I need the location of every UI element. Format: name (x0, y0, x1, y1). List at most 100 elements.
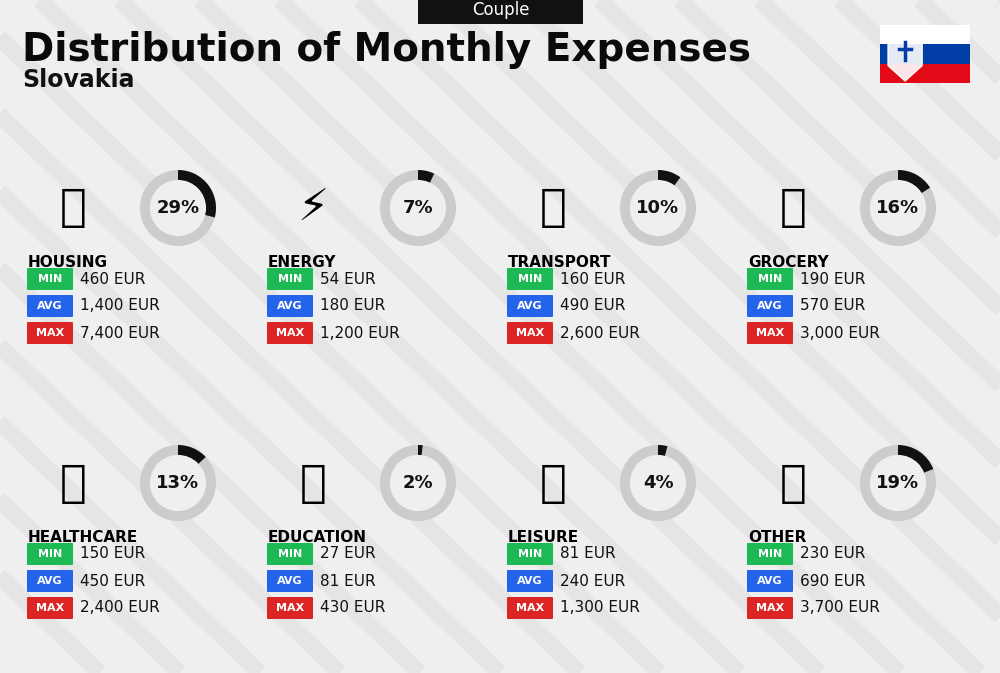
FancyBboxPatch shape (747, 597, 793, 619)
FancyBboxPatch shape (747, 295, 793, 317)
Text: 1,200 EUR: 1,200 EUR (320, 326, 400, 341)
Text: 3,700 EUR: 3,700 EUR (800, 600, 880, 616)
Text: 3,000 EUR: 3,000 EUR (800, 326, 880, 341)
FancyBboxPatch shape (27, 268, 73, 290)
Text: Couple: Couple (472, 1, 529, 19)
Text: MAX: MAX (516, 603, 544, 613)
Text: AVG: AVG (277, 301, 303, 311)
FancyBboxPatch shape (507, 597, 553, 619)
Wedge shape (418, 445, 423, 456)
FancyBboxPatch shape (267, 268, 313, 290)
Circle shape (391, 456, 445, 510)
FancyBboxPatch shape (507, 268, 553, 290)
Text: 430 EUR: 430 EUR (320, 600, 385, 616)
Text: GROCERY: GROCERY (748, 255, 829, 270)
Text: 19%: 19% (876, 474, 920, 492)
FancyBboxPatch shape (747, 570, 793, 592)
Circle shape (631, 456, 685, 510)
FancyBboxPatch shape (27, 295, 73, 317)
Text: 🛒: 🛒 (780, 186, 806, 229)
Circle shape (871, 180, 925, 236)
Text: MAX: MAX (276, 603, 304, 613)
Text: HEALTHCARE: HEALTHCARE (28, 530, 138, 545)
Wedge shape (178, 170, 216, 217)
Text: AVG: AVG (517, 301, 543, 311)
Text: MAX: MAX (756, 328, 784, 338)
Text: MAX: MAX (756, 603, 784, 613)
FancyBboxPatch shape (507, 570, 553, 592)
Wedge shape (380, 170, 456, 246)
Circle shape (631, 180, 685, 236)
FancyBboxPatch shape (418, 0, 583, 24)
Text: 2%: 2% (403, 474, 433, 492)
FancyBboxPatch shape (27, 543, 73, 565)
Text: 450 EUR: 450 EUR (80, 573, 145, 588)
Text: 54 EUR: 54 EUR (320, 271, 376, 287)
Text: 81 EUR: 81 EUR (560, 546, 616, 561)
Wedge shape (140, 170, 216, 246)
Text: 29%: 29% (156, 199, 200, 217)
Text: 🏢: 🏢 (60, 186, 86, 229)
Text: Distribution of Monthly Expenses: Distribution of Monthly Expenses (22, 31, 751, 69)
Text: MIN: MIN (278, 549, 302, 559)
Circle shape (871, 456, 925, 510)
FancyBboxPatch shape (747, 543, 793, 565)
Text: ENERGY: ENERGY (268, 255, 336, 270)
Text: MAX: MAX (36, 603, 64, 613)
Wedge shape (898, 445, 933, 473)
FancyBboxPatch shape (267, 570, 313, 592)
Text: 27 EUR: 27 EUR (320, 546, 376, 561)
Text: MIN: MIN (518, 274, 542, 284)
Text: 2,400 EUR: 2,400 EUR (80, 600, 160, 616)
FancyBboxPatch shape (747, 322, 793, 344)
Text: MIN: MIN (38, 274, 62, 284)
Text: 1,400 EUR: 1,400 EUR (80, 299, 160, 314)
Wedge shape (620, 445, 696, 521)
Wedge shape (380, 445, 456, 521)
Text: AVG: AVG (277, 576, 303, 586)
Text: 13%: 13% (156, 474, 200, 492)
Text: 🚌: 🚌 (540, 186, 566, 229)
Text: 💗: 💗 (60, 462, 86, 505)
Text: 460 EUR: 460 EUR (80, 271, 145, 287)
Text: TRANSPORT: TRANSPORT (508, 255, 612, 270)
Text: 490 EUR: 490 EUR (560, 299, 625, 314)
Text: Slovakia: Slovakia (22, 68, 134, 92)
Text: EDUCATION: EDUCATION (268, 530, 367, 545)
Text: AVG: AVG (757, 301, 783, 311)
Text: 81 EUR: 81 EUR (320, 573, 376, 588)
FancyBboxPatch shape (880, 64, 970, 83)
FancyBboxPatch shape (747, 268, 793, 290)
Wedge shape (860, 445, 936, 521)
Text: MIN: MIN (758, 549, 782, 559)
Text: 240 EUR: 240 EUR (560, 573, 625, 588)
Text: MAX: MAX (36, 328, 64, 338)
Text: OTHER: OTHER (748, 530, 806, 545)
FancyBboxPatch shape (267, 322, 313, 344)
Wedge shape (898, 170, 930, 193)
Text: 7,400 EUR: 7,400 EUR (80, 326, 160, 341)
Text: 150 EUR: 150 EUR (80, 546, 145, 561)
Text: AVG: AVG (37, 576, 63, 586)
Polygon shape (888, 29, 922, 81)
Wedge shape (140, 445, 216, 521)
Text: 👛: 👛 (780, 462, 806, 505)
Text: AVG: AVG (757, 576, 783, 586)
Wedge shape (418, 170, 434, 183)
FancyBboxPatch shape (267, 543, 313, 565)
Wedge shape (860, 170, 936, 246)
Text: MAX: MAX (276, 328, 304, 338)
Text: MIN: MIN (38, 549, 62, 559)
Circle shape (151, 456, 205, 510)
Text: 190 EUR: 190 EUR (800, 271, 865, 287)
Wedge shape (658, 445, 667, 456)
FancyBboxPatch shape (507, 295, 553, 317)
Text: 180 EUR: 180 EUR (320, 299, 385, 314)
Circle shape (151, 180, 205, 236)
FancyBboxPatch shape (880, 25, 970, 44)
Text: LEISURE: LEISURE (508, 530, 579, 545)
Text: AVG: AVG (37, 301, 63, 311)
FancyBboxPatch shape (267, 295, 313, 317)
Text: 4%: 4% (643, 474, 673, 492)
Text: 🎓: 🎓 (300, 462, 326, 505)
